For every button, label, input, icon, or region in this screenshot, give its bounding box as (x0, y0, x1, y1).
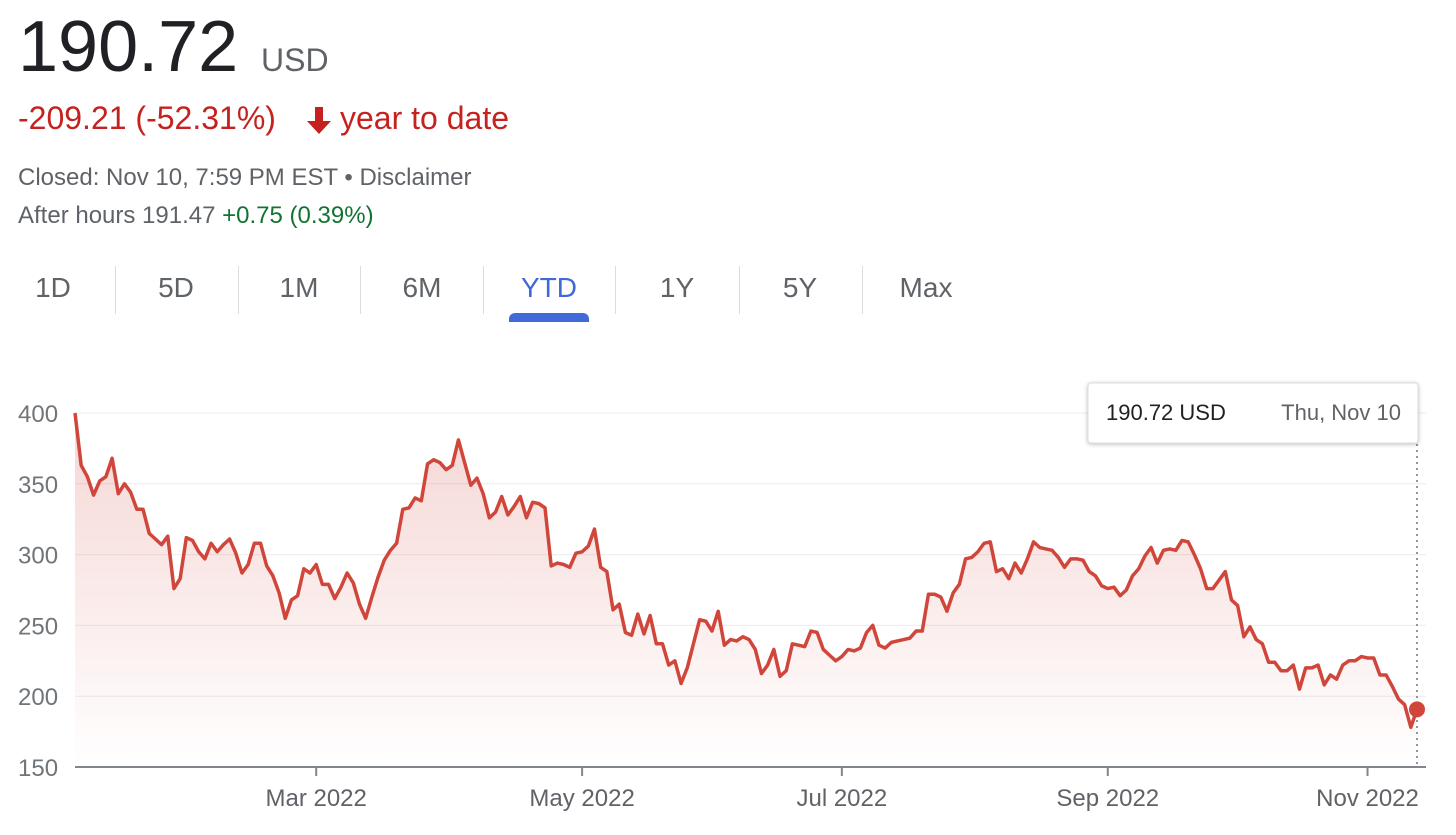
tab-separator (115, 266, 116, 314)
y-tick-label: 300 (18, 543, 58, 570)
x-tick-label: Mar 2022 (265, 785, 366, 812)
area (75, 413, 1417, 767)
active-underline (509, 313, 589, 322)
tab-separator (360, 266, 361, 314)
range-tab[interactable]: 5D (158, 272, 194, 303)
range-tab[interactable]: 5Y (782, 272, 818, 303)
y-tick-label: 400 (18, 401, 58, 428)
after-hours-line: After hours 191.47 +0.75 (0.39%) (18, 202, 374, 230)
after-hours: After hours 191.47 (18, 202, 216, 229)
tab-separator (238, 266, 239, 314)
last-point (1409, 701, 1425, 718)
price: 190.72 (18, 7, 239, 87)
y-tick-label: 250 (18, 613, 58, 640)
tooltip: 190.72 USD Thu, Nov 10 (1087, 382, 1419, 444)
range-tab[interactable]: Max (899, 272, 953, 303)
y-tick-label: 150 (18, 755, 58, 782)
x-tick-label: Sep 2022 (1056, 785, 1159, 812)
separator: • (344, 164, 353, 191)
tooltip-value: 190.72 USD (1106, 400, 1226, 425)
range-tab[interactable]: 1Y (659, 272, 695, 303)
change: -209.21 (-52.31%) (18, 100, 276, 136)
range-tab[interactable]: 1M (279, 272, 319, 303)
after-hours-change: +0.75 (0.39%) (222, 202, 374, 229)
range-tab[interactable]: YTD (521, 272, 577, 303)
tab-separator (615, 266, 616, 314)
period: year to date (340, 100, 509, 136)
tab-separator (483, 266, 484, 314)
x-tick-label: Nov 2022 (1316, 785, 1419, 812)
x-tick-label: May 2022 (529, 785, 634, 812)
closed: Closed: Nov 10, 7:59 PM EST (18, 164, 338, 191)
y-tick-label: 200 (18, 684, 58, 711)
currency: USD (261, 42, 329, 78)
down-arrow (307, 107, 331, 134)
range-tab[interactable]: 1D (35, 272, 71, 303)
x-tick-label: Jul 2022 (796, 785, 887, 812)
range-tab[interactable]: 6M (402, 272, 442, 303)
closed-line: Closed: Nov 10, 7:59 PM EST • Disclaimer (18, 164, 471, 192)
tooltip-box (1087, 382, 1419, 444)
tab-separator (739, 266, 740, 314)
tooltip-date: Thu, Nov 10 (1281, 400, 1401, 425)
tab-separator (862, 266, 863, 314)
y-tick-label: 350 (18, 472, 58, 499)
line (73, 412, 1419, 730)
disclaimer[interactable]: Disclaimer (359, 164, 472, 191)
